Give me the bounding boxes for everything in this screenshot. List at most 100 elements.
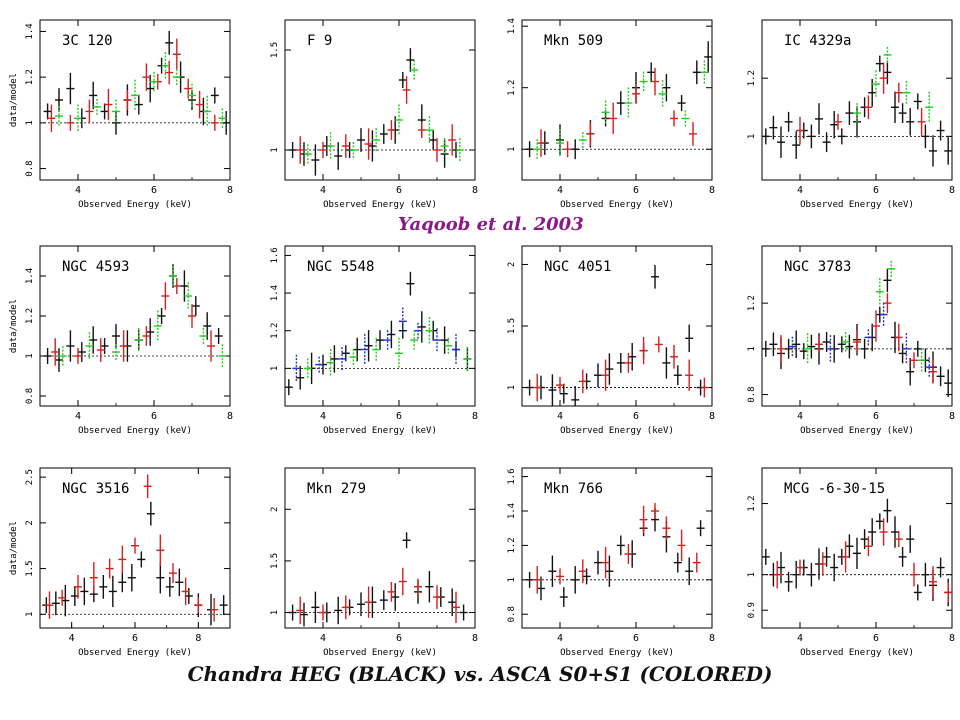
data-point [559,383,568,404]
data-point [894,323,903,352]
y-tick-label: 1.2 [270,323,280,339]
x-tick-label: 4 [797,411,803,422]
data-point [670,344,678,369]
x-tick-label: 8 [709,185,715,196]
figure-caption: Chandra HEG (BLACK) vs. ASCA S0+S1 (COLO… [187,662,773,686]
panel-title: 3C 120 [62,33,113,49]
y-tick-label: 1 [270,610,280,615]
panel-title: NGC 3783 [784,259,851,275]
data-point [100,103,109,120]
data-point [43,103,52,120]
data-point [777,551,785,584]
x-tick-label: 8 [709,633,715,644]
data-point [74,104,82,133]
data-point [673,552,682,573]
x-tick-label: 4 [557,411,563,422]
y-tick-label: 1 [747,346,757,351]
data-point [410,60,419,80]
data-point [906,108,915,136]
data-point [616,535,625,556]
data-point [548,555,557,587]
data-point [161,51,170,80]
y-tick-label: 1.2 [747,495,757,511]
data-point [349,349,358,366]
data-point [807,124,816,149]
data-point [525,379,534,396]
data-point [605,555,614,587]
data-point [93,98,101,115]
data-point [118,572,127,593]
data-point [891,516,899,548]
data-point [883,268,892,293]
x-tick-label: 6 [396,633,402,644]
data-point [879,62,888,94]
data-point [586,122,595,146]
data-point [218,108,227,129]
data-point [902,80,911,105]
data-point [433,328,441,352]
data-point [875,277,884,306]
y-tick-label: 1 [507,577,517,582]
data-point [533,566,542,594]
data-point [761,548,770,565]
data-point [936,366,945,387]
data-point [353,337,362,362]
data-point [662,347,671,379]
data-point [605,353,614,385]
data-point [578,559,587,584]
x-axis-label: Observed Energy (keV) [560,200,674,210]
x-axis-label: Observed Energy (keV) [800,200,914,210]
y-tick-label: 1.4 [507,503,517,519]
y-tick-label: 1.4 [507,18,517,34]
data-point [853,537,861,570]
data-point [429,130,438,150]
data-point [929,135,937,167]
data-point [837,336,846,353]
data-point [330,345,339,373]
data-point [398,72,407,88]
data-point [651,503,659,520]
panel-frame [761,19,953,181]
data-point [387,120,396,140]
data-point [917,108,926,136]
data-point [913,93,922,110]
data-point [784,338,793,359]
data-point [303,358,312,379]
data-point [134,328,143,352]
x-tick-label: 8 [949,633,955,644]
data-point [929,359,937,384]
data-point [150,71,158,92]
data-point [872,310,880,342]
data-point [146,74,155,103]
data-point [624,544,633,564]
data-point [777,335,785,363]
panel-frame [521,467,713,629]
data-point [156,534,165,566]
y-tick-label: 1.4 [270,285,280,301]
data-point [55,88,63,112]
x-axis-label: Observed Energy (keV) [560,426,674,436]
data-point [929,566,937,598]
data-point [379,124,388,144]
data-point [165,31,174,55]
x-tick-label: 8 [472,633,478,644]
data-point [51,338,60,366]
data-point [845,534,854,559]
data-point [616,91,625,115]
data-point [112,99,120,124]
y-tick-label: 1.2 [747,295,757,311]
y-tick-label: 1 [25,612,35,617]
panel-title: NGC 4051 [544,259,611,275]
data-point [658,80,667,108]
data-point [913,584,922,601]
data-point [864,95,873,120]
data-point [303,144,312,164]
x-tick-label: 8 [949,185,955,196]
data-point [875,55,884,72]
data-point [181,577,190,606]
x-tick-label: 4 [797,633,803,644]
x-axis-label: Observed Energy (keV) [323,426,437,436]
data-point [89,562,98,594]
data-point [696,520,705,537]
data-point [222,111,231,135]
